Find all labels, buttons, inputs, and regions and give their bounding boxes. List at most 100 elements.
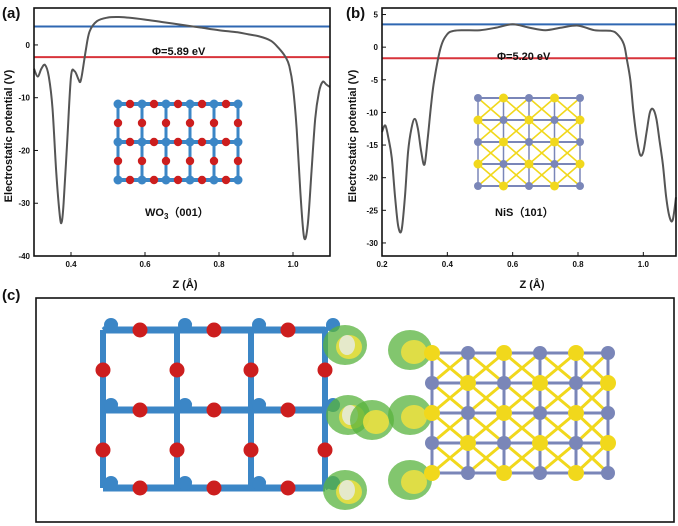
chart-b-workfunction: Φ=5.20 eV: [497, 51, 551, 63]
ni-atom: [497, 376, 511, 390]
w-atom: [209, 99, 219, 109]
ni-atom: [499, 160, 508, 168]
chart-a-xlabel: Z (Å): [172, 278, 197, 291]
s-atom: [550, 137, 559, 147]
ni-atom: [474, 94, 482, 102]
ni-atom: [576, 94, 584, 102]
w-atom: [209, 137, 219, 147]
chart-a-xtick-label: 0.6: [139, 260, 151, 269]
chart-a-xtick-label: 1.0: [287, 260, 299, 269]
o-atom: [149, 175, 159, 185]
o-atom: [161, 156, 171, 166]
w-atom: [252, 398, 266, 412]
o-atom: [149, 137, 159, 147]
charge-isosurface-core: [339, 480, 355, 500]
chart-a-frame: [33, 7, 331, 257]
s-atom: [496, 345, 512, 361]
w-atom: [185, 175, 195, 185]
chart-b-ytick-label: -20: [366, 174, 378, 183]
s-atom: [424, 345, 440, 361]
ni-atom: [474, 138, 482, 146]
o-atom: [173, 137, 183, 147]
chart-b-xtick-label: 0.2: [376, 260, 388, 269]
o-atom: [95, 362, 111, 378]
chart-a-ytick-label: -30: [18, 199, 30, 208]
w-atom: [137, 137, 147, 147]
s-atom: [424, 405, 440, 421]
chart-b-xtick-label: 1.0: [638, 260, 650, 269]
w-atom: [137, 99, 147, 109]
w-atom: [104, 476, 118, 490]
w-atom: [209, 175, 219, 185]
o-atom: [209, 156, 219, 166]
ni-atom: [550, 116, 559, 124]
o-atom: [233, 156, 243, 166]
o-atom: [95, 442, 111, 458]
nis-structure-inset: [473, 93, 585, 191]
o-atom: [132, 480, 148, 496]
chart-a-ytick-label: -10: [18, 94, 30, 103]
charge-isosurface-core: [339, 335, 355, 355]
charge-accumulation-isosurface: [401, 405, 427, 429]
panel-label-b: (b): [346, 5, 365, 22]
wo3-structure-inset: [113, 99, 243, 185]
o-atom: [132, 402, 148, 418]
s-atom: [575, 159, 585, 169]
ni-atom: [601, 406, 615, 420]
o-atom: [113, 156, 123, 166]
ni-atom: [550, 160, 559, 168]
chart-b-potential-curve: [381, 23, 677, 234]
s-atom: [496, 405, 512, 421]
w-atom: [161, 137, 171, 147]
ni-atom: [576, 138, 584, 146]
o-atom: [221, 175, 231, 185]
s-atom: [424, 465, 440, 481]
o-atom: [243, 442, 259, 458]
chart-b-xlabel: Z (Å): [519, 278, 544, 291]
o-atom: [197, 99, 207, 109]
w-atom: [113, 175, 123, 185]
w-atom: [178, 318, 192, 332]
chart-b-ytick-label: -25: [366, 206, 378, 215]
ni-atom: [601, 466, 615, 480]
o-atom: [173, 99, 183, 109]
w-atom: [252, 476, 266, 490]
chart-b-xtick-label: 0.6: [507, 260, 519, 269]
o-atom: [243, 362, 259, 378]
o-atom: [137, 118, 147, 128]
s-atom: [473, 115, 483, 125]
s-atom: [550, 93, 559, 103]
w-atom: [185, 137, 195, 147]
o-atom: [132, 322, 148, 338]
s-atom: [460, 375, 476, 391]
panel-label-c: (c): [2, 287, 20, 304]
s-atom: [499, 93, 508, 103]
o-atom: [197, 175, 207, 185]
ni-atom: [497, 436, 511, 450]
o-atom: [125, 175, 135, 185]
ni-atom: [461, 466, 475, 480]
s-atom: [524, 115, 534, 125]
o-atom: [280, 480, 296, 496]
ni-atom: [533, 346, 547, 360]
chart-a-ylabel: Electrostatic potential (V): [3, 69, 15, 202]
o-atom: [280, 402, 296, 418]
s-atom: [568, 405, 584, 421]
w-atom: [104, 318, 118, 332]
o-atom: [149, 99, 159, 109]
s-atom: [575, 115, 585, 125]
chart-a-ytick-label: 0: [26, 41, 31, 50]
w-atom: [233, 175, 243, 185]
o-atom: [161, 118, 171, 128]
ni-atom: [533, 406, 547, 420]
s-atom: [550, 181, 559, 191]
o-atom: [125, 137, 135, 147]
w-atom: [113, 99, 123, 109]
o-atom: [113, 118, 123, 128]
w-atom: [161, 175, 171, 185]
o-atom: [169, 362, 185, 378]
ni-atom: [474, 182, 482, 190]
s-atom: [499, 137, 508, 147]
s-atom: [600, 435, 616, 451]
o-atom: [221, 99, 231, 109]
